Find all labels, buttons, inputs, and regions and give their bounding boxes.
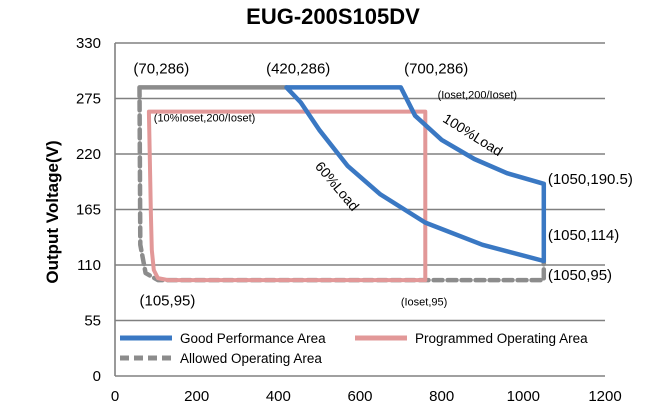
legend-label-good: Good Performance Area xyxy=(180,331,326,346)
annotation-label: (1050,190.5) xyxy=(548,171,633,188)
chart-title: EUG-200S105DV xyxy=(246,4,420,29)
legend-label-allowed: Allowed Operating Area xyxy=(180,351,322,366)
series-good-performance-area xyxy=(284,85,547,264)
annotation-label: (Ioset,200/Ioset) xyxy=(438,90,518,102)
x-tick-label: 200 xyxy=(184,388,209,405)
legend: Good Performance Area Programmed Operati… xyxy=(120,331,588,366)
annotations: (70,286) (420,286) (700,286) (Ioset,200/Ios… xyxy=(133,60,633,309)
annotation-label: (10%Ioset,200/Ioset) xyxy=(154,113,256,125)
y-tick-label: 275 xyxy=(76,91,101,108)
series-programmed-area xyxy=(146,109,428,283)
tick-labels: 0 55 110 165 220 275 330 0 200 400 600 800 1000 1200 xyxy=(76,35,622,405)
x-tick-label: 0 xyxy=(111,388,119,405)
y-tick-label: 55 xyxy=(84,313,101,330)
y-axis-label: Output Voltage(V) xyxy=(43,140,62,283)
y-tick-label: 165 xyxy=(76,202,101,219)
annotation-label: (700,286) xyxy=(404,60,468,77)
y-tick-label: 110 xyxy=(77,257,101,274)
x-tick-label: 400 xyxy=(266,388,291,405)
annotation-label: (420,286) xyxy=(266,60,330,77)
annotation-label: (1050,114) xyxy=(548,227,619,244)
legend-label-programmed: Programmed Operating Area xyxy=(415,331,588,346)
annotation-label: (1050,95) xyxy=(548,267,612,284)
x-tick-label: 800 xyxy=(429,388,454,405)
annotation-label: (105,95) xyxy=(140,292,196,309)
series-allowed-area xyxy=(137,85,547,283)
y-tick-label: 220 xyxy=(76,146,101,163)
x-tick-label: 1200 xyxy=(588,388,621,405)
y-tick-label: 0 xyxy=(93,368,101,385)
x-tick-label: 1000 xyxy=(507,388,540,405)
annotation-label: 60%Load xyxy=(312,158,362,214)
series-group xyxy=(137,85,547,283)
grid-lines xyxy=(114,42,605,377)
annotation-label: 100%Load xyxy=(440,110,505,159)
annotation-label: (Ioset,95) xyxy=(401,296,447,308)
x-tick-label: 600 xyxy=(347,388,372,405)
y-tick-label: 330 xyxy=(76,35,101,52)
annotation-label: (70,286) xyxy=(133,60,189,77)
